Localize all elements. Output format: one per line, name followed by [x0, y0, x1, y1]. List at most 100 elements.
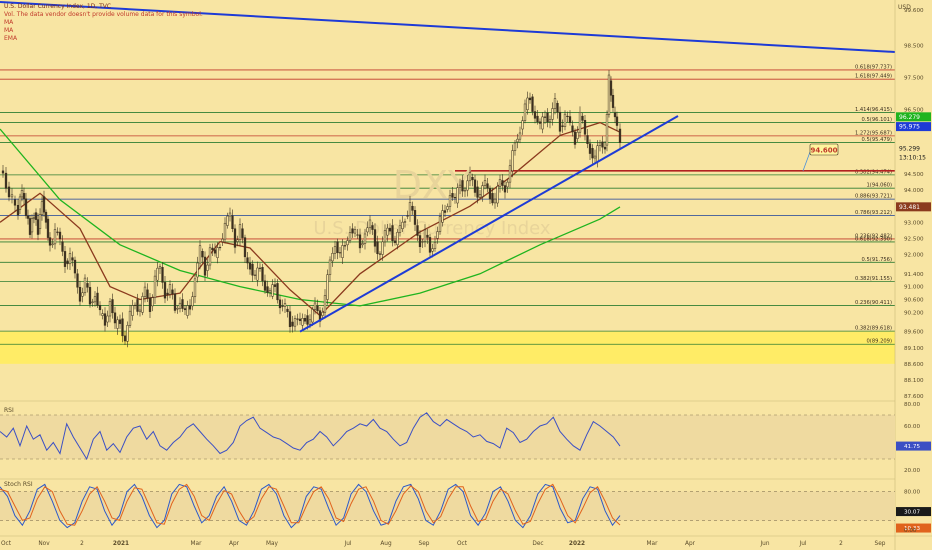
candle-body: [586, 135, 589, 144]
price-tick-label: 92.000: [904, 252, 924, 258]
candle-body: [598, 142, 602, 146]
fib-levels-layer: 0.618(97.737) 1.618(97.449) 1.414(96.415) 0…: [0, 64, 895, 345]
rsi-tick-label: 60.00: [904, 424, 920, 430]
price-tag-label: 96.279: [899, 114, 920, 121]
candle-body: [288, 311, 292, 327]
candle-body: [396, 231, 399, 246]
candle-body: [93, 296, 97, 303]
candle-body: [421, 241, 424, 243]
candle-body: [256, 267, 259, 281]
candle-body: [271, 284, 274, 297]
candle-body: [233, 228, 237, 248]
candle-body: [605, 114, 609, 146]
candle-body: [261, 267, 264, 282]
candle-body: [42, 196, 46, 213]
support-trendline[interactable]: [299, 115, 679, 333]
chart-title: U.S. Dollar Currency Index, 1D, TVC: [4, 3, 112, 10]
candle-body: [10, 194, 14, 198]
candle-body: [518, 132, 522, 140]
candle-body: [36, 219, 40, 235]
candle-body: [196, 262, 199, 278]
candle-body: [273, 284, 277, 287]
candle-body: [213, 249, 217, 254]
candle-body: [448, 195, 452, 207]
legend-ma-2[interactable]: MA: [4, 27, 14, 34]
fib-level-label: 0.786(93.212): [855, 210, 892, 216]
candle-body: [161, 267, 164, 283]
candle-body: [483, 180, 487, 186]
rsi-tick-label: 41.75: [904, 444, 920, 450]
currency-label: USD: [898, 4, 911, 11]
price-tick-label: 89.600: [904, 330, 924, 336]
fib-level-label: 0.5(96.101): [862, 117, 892, 123]
candle-body: [7, 186, 11, 198]
candle-body: [303, 318, 307, 322]
candle-body: [91, 301, 94, 303]
trendlines-layer[interactable]: 94.600: [0, 1, 896, 333]
fib-level-label: 1.272(95.687): [855, 130, 892, 136]
legend-ema[interactable]: EMA: [4, 35, 18, 42]
time-tick-label: Apr: [685, 541, 696, 547]
price-axis[interactable]: USD99.60098.50097.50096.50095.90094.5009…: [894, 0, 931, 550]
candle-body: [176, 308, 179, 310]
candle-body: [481, 185, 484, 197]
time-tick-label: Mar: [647, 541, 659, 547]
candle-body: [113, 312, 117, 324]
candle-body: [146, 289, 149, 299]
candle-body: [141, 296, 144, 313]
candle-body: [406, 215, 409, 217]
candle-body: [323, 295, 327, 313]
time-tick-label: May: [266, 541, 279, 547]
candle-body: [361, 243, 364, 246]
fib-level-label: 1.618(97.449): [855, 74, 892, 80]
fib-level-label: 1.414(96.415): [855, 107, 892, 113]
candle-body: [348, 232, 352, 241]
candle-body: [568, 116, 572, 123]
legend-ma-1[interactable]: MA: [4, 19, 14, 26]
candle-body: [423, 229, 427, 242]
stoch-tick-label: 0.00: [904, 528, 917, 534]
candle-body: [263, 280, 267, 291]
candle-body: [326, 274, 329, 300]
rsi-line: [0, 412, 621, 461]
candle-body: [618, 128, 622, 143]
candle-body: [566, 115, 569, 118]
candle-body: [371, 225, 374, 230]
candle-body: [48, 237, 52, 246]
candle-body: [491, 193, 494, 204]
rsi-band: [0, 415, 895, 459]
candle-body: [51, 243, 54, 246]
candle-body: [61, 241, 64, 252]
candle-body: [393, 240, 397, 243]
candle-body: [536, 115, 539, 123]
candle-body: [218, 246, 222, 249]
price-tick-label: 91.400: [904, 272, 924, 278]
price-tag-box: [896, 152, 931, 162]
callout-box[interactable]: [809, 143, 839, 156]
candle-body: [573, 131, 577, 145]
candle-body: [576, 131, 579, 139]
candle-body: [34, 212, 38, 220]
candle-body: [609, 80, 613, 96]
candle-body: [413, 210, 417, 225]
candle-body: [116, 319, 119, 329]
price-tick-label: 92.500: [904, 236, 924, 242]
candle-body: [128, 310, 132, 326]
candle-body: [607, 74, 611, 115]
time-axis[interactable]: Oct Nov 2 2021 Mar Apr May Jul Aug Sep Oct Dec 2022 M…: [0, 535, 932, 547]
candle-body: [283, 303, 287, 307]
candle-body: [346, 240, 349, 246]
price-tick-label: 97.500: [904, 76, 924, 82]
candle-body: [556, 103, 559, 113]
fib-level-label: 0.5(91.756): [862, 257, 892, 263]
candle-body: [441, 210, 444, 223]
candle-body: [46, 218, 50, 238]
resistance-trendline[interactable]: [0, 1, 896, 53]
stoch-pane-label: Stoch RSI: [4, 481, 33, 488]
time-tick-label: 2: [80, 541, 84, 547]
candle-body: [516, 138, 519, 143]
candle-body: [543, 116, 547, 118]
price-tick-label: 99.600: [904, 8, 924, 14]
